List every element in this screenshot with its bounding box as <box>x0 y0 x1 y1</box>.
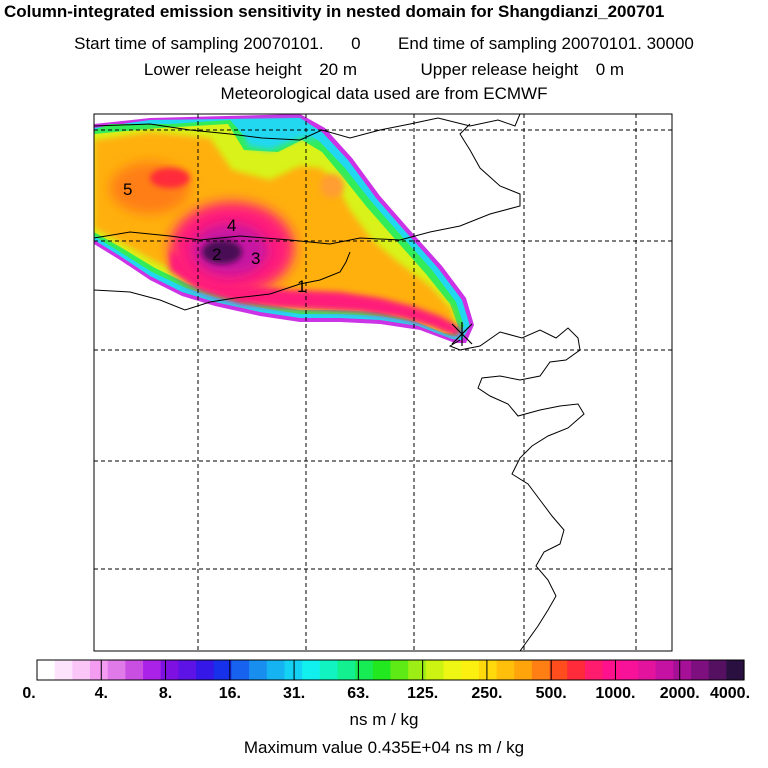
colorbar-cell <box>637 660 657 680</box>
coastlines <box>94 114 585 651</box>
colorbar-tick-label: 2000. <box>660 685 700 702</box>
colorbar-ticks <box>36 660 745 680</box>
colorbar-tick-label: 1000. <box>595 685 635 702</box>
lower-height-value: 20 m <box>319 60 357 79</box>
colorbar-cell <box>602 660 621 680</box>
cluster-label-2: 2 <box>212 245 221 264</box>
colorbar-cell <box>319 660 339 680</box>
colorbar-cell <box>125 660 144 680</box>
colorbar-cell <box>372 660 392 680</box>
colorbar-cell <box>196 660 215 680</box>
colorbar-tick-label: 63. <box>347 685 369 702</box>
met-data-line: Meteorological data used are from ECMWF <box>220 84 548 103</box>
release-height-line: Lower release height 20 m Upper release … <box>0 60 768 80</box>
upper-height-label: Upper release height <box>420 60 579 79</box>
colorbar-cell <box>655 660 674 680</box>
colorbar-tick-label: 250. <box>471 685 502 702</box>
cluster-label-3: 3 <box>251 249 260 268</box>
start-time-value: 0 <box>351 34 361 53</box>
cluster-label-4: 4 <box>227 216 236 235</box>
colorbar-cell <box>355 660 374 680</box>
colorbar-cell <box>461 660 480 680</box>
colorbar-tick-label: 4. <box>95 685 108 702</box>
colorbar-cell <box>531 660 551 680</box>
colorbar-cell <box>620 660 639 680</box>
colorbar-cell <box>90 660 109 680</box>
colorbar-tick-label: 500. <box>536 685 567 702</box>
colorbar-cell <box>107 660 126 680</box>
colorbar-cell <box>708 660 727 680</box>
graticule <box>94 114 672 651</box>
colorbar-cell <box>249 660 268 680</box>
start-time-label: Start time of sampling <box>74 34 239 53</box>
end-time-value: 20070101. 30000 <box>561 34 694 53</box>
plume-max-core <box>202 240 242 264</box>
colorbar-cell <box>584 660 604 680</box>
colorbar-cell <box>231 660 250 680</box>
colorbar-cell <box>478 660 498 680</box>
lower-height-label: Lower release height <box>143 60 302 79</box>
province-border <box>94 251 351 311</box>
colorbar-cell <box>408 660 427 680</box>
max-value-unit: ns m / kg <box>455 738 525 757</box>
map-frame <box>93 113 673 652</box>
colorbar-tick-label: 0. <box>22 685 35 702</box>
colorbar-cell <box>567 660 586 680</box>
max-value-label: Maximum value <box>243 738 363 757</box>
sensitivity-field <box>94 114 474 343</box>
shandong-coast <box>448 327 585 651</box>
colorbar-tick-labels: 0. 4. 8. 16. 31. 63. 125. 250. 500. 1000. 2000. 400… <box>22 685 750 702</box>
colorbar-cell <box>160 660 180 680</box>
receptor-cross <box>451 322 473 346</box>
sampling-time-line: Start time of sampling 20070101. 0 End t… <box>0 34 768 54</box>
colorbar-cell <box>496 660 515 680</box>
colorbar-cells <box>37 660 745 680</box>
colorbar-cell <box>690 660 710 680</box>
colorbar-cell <box>425 660 445 680</box>
upper-height-value: 0 m <box>595 60 625 79</box>
end-time-label: End time of sampling <box>398 34 557 53</box>
max-value-number: 0.435E+04 <box>367 738 451 757</box>
colorbar-tick-label: 16. <box>219 685 241 702</box>
colorbar-cell <box>143 660 162 680</box>
bohai-coast-north <box>94 123 521 245</box>
colorbar-cell <box>178 660 197 680</box>
colorbar-cell <box>726 660 745 680</box>
plume-magenta-tail <box>170 250 462 336</box>
north-orange-blob <box>320 174 344 198</box>
north-border-line <box>94 114 521 141</box>
colorbar-cell <box>302 660 321 680</box>
colorbar-cell <box>213 660 233 680</box>
map-title: Column-integrated emission sensitivity i… <box>4 2 665 21</box>
maximum-value-line: Maximum value 0.435E+04 ns m / kg <box>0 738 768 758</box>
colorbar-cell <box>72 660 91 680</box>
colorbar-cell <box>284 660 303 680</box>
colorbar-cell <box>337 660 356 680</box>
colorbar-cell <box>390 660 409 680</box>
colorbar-cell <box>37 660 56 680</box>
colorbar-cell <box>54 660 73 680</box>
colorbar-cell <box>266 660 286 680</box>
colorbar-tick-label: 31. <box>283 685 305 702</box>
colorbar-unit: ns m / kg <box>349 710 419 729</box>
cluster-labels: 5 4 2 3 1 <box>123 180 306 296</box>
colorbar-cell <box>443 660 462 680</box>
west-red-patch <box>150 168 190 188</box>
north-cyan-intrusion <box>240 120 318 150</box>
cluster-label-1: 1 <box>297 277 306 296</box>
start-date-value: 20070101. <box>243 34 324 53</box>
colorbar-tick-label: 125. <box>407 685 438 702</box>
colorbar-tick-label: 4000. <box>710 685 750 702</box>
cluster-label-5: 5 <box>123 180 132 199</box>
colorbar-tick-label: 8. <box>159 685 172 702</box>
colorbar-cell <box>673 660 692 680</box>
colorbar-cell <box>514 660 533 680</box>
colorbar-cell <box>549 660 568 680</box>
